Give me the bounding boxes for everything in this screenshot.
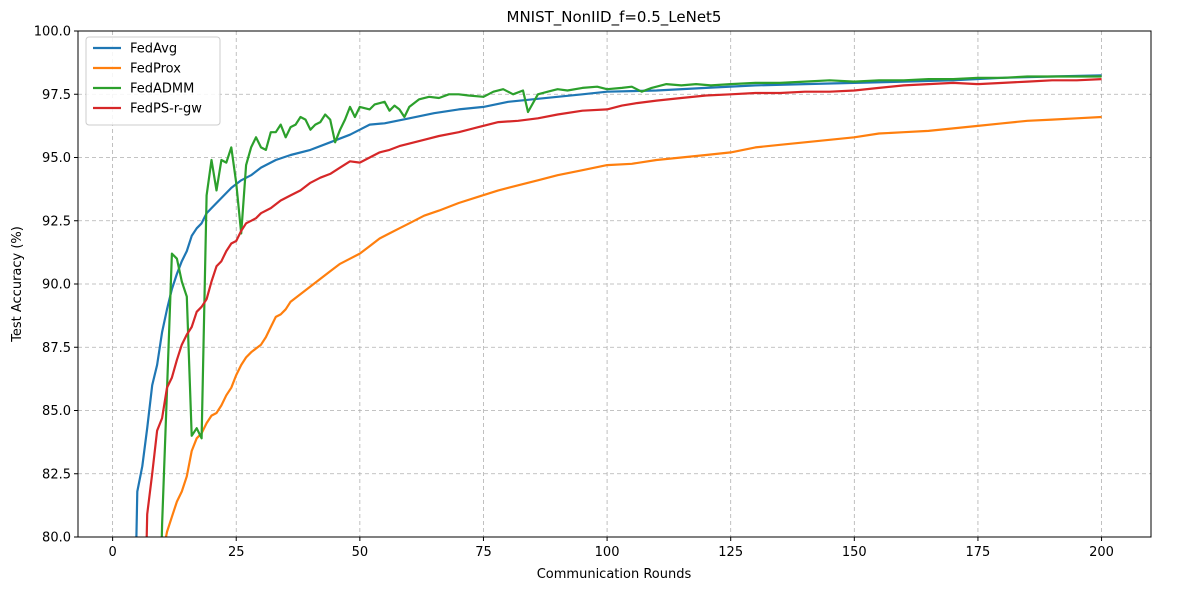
x-tick-label: 125	[718, 545, 743, 560]
legend-label: FedProx	[130, 62, 181, 77]
x-tick-label: 50	[352, 545, 369, 560]
y-axis-label: Test Accuracy (%)	[10, 226, 25, 343]
x-tick-label: 100	[595, 545, 620, 560]
series-line-fedavg	[135, 74, 1102, 537]
x-tick-label: 25	[228, 545, 245, 560]
x-tick-label: 200	[1089, 545, 1114, 560]
y-tick-label: 85.0	[42, 404, 71, 419]
x-axis-label: Communication Rounds	[537, 567, 692, 582]
legend-label: FedAvg	[130, 42, 177, 57]
y-tick-label: 90.0	[42, 278, 71, 293]
y-tick-label: 100.0	[34, 25, 71, 40]
series-line-fedps-r-gw	[145, 78, 1102, 537]
ticks: 0 25 50 75 100 125 150 175 200 80.0 82.5 85.0 87.5 90…	[34, 25, 1114, 561]
chart-title: MNIST_NonIID_f=0.5_LeNet5	[507, 8, 722, 27]
series-line-fedprox	[164, 115, 1102, 537]
legend-frame	[85, 36, 221, 126]
x-tick-label: 0	[108, 545, 116, 560]
legend-label: FedPS-r-gw	[130, 102, 202, 117]
series-lines	[135, 74, 1102, 537]
y-tick-label: 87.5	[42, 341, 71, 356]
x-tick-label: 150	[842, 545, 867, 560]
y-tick-label: 92.5	[42, 214, 71, 229]
x-tick-label: 175	[966, 545, 991, 560]
plot-frame	[77, 30, 1152, 538]
series-line-fedadmm	[160, 75, 1102, 537]
x-tick-label: 75	[475, 545, 492, 560]
y-tick-label: 80.0	[42, 531, 71, 546]
y-tick-label: 95.0	[42, 151, 71, 166]
legend-label: FedADMM	[130, 82, 194, 97]
y-tick-label: 97.5	[42, 88, 71, 103]
legend: FedAvg FedProx FedADMM FedPS-r-gw	[85, 36, 221, 126]
y-tick-label: 82.5	[42, 467, 71, 482]
